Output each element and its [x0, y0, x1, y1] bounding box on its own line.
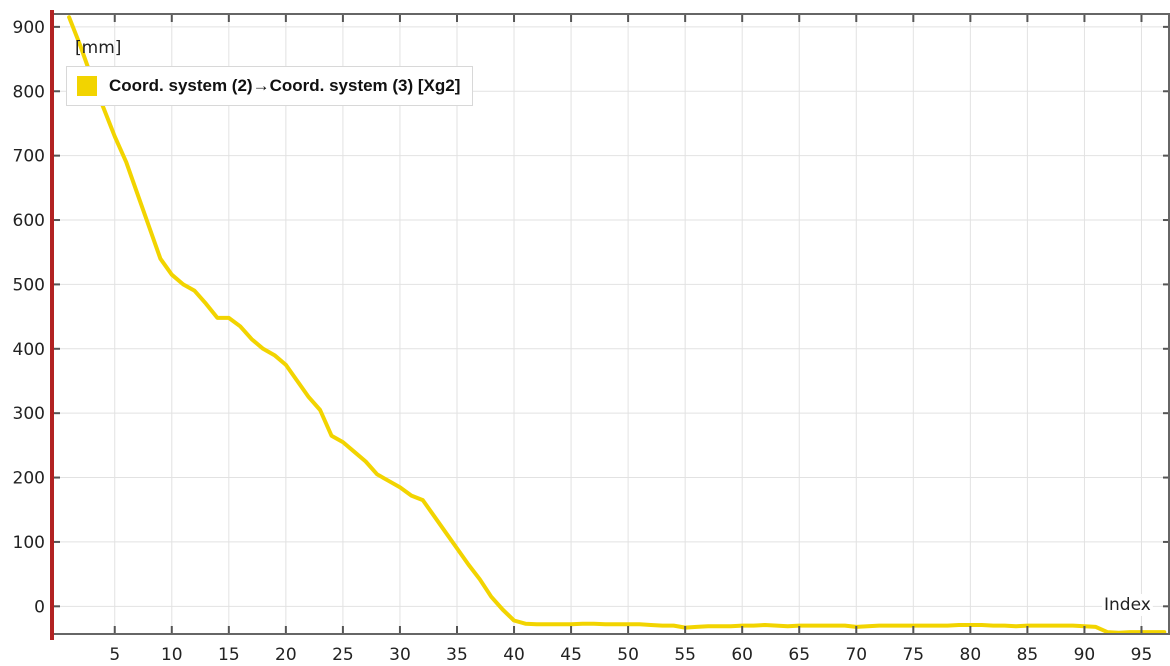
x-tick-label: 55	[674, 645, 696, 665]
x-tick-label: 35	[446, 645, 468, 665]
x-tick-label: 50	[617, 645, 639, 665]
x-tick-label: 30	[389, 645, 411, 665]
x-tick-label: 15	[218, 645, 240, 665]
legend-swatch	[77, 76, 97, 96]
y-tick-label: 700	[13, 147, 45, 167]
x-tick-label: 10	[161, 645, 183, 665]
y-tick-label: 400	[13, 340, 45, 360]
y-tick-label: 500	[13, 275, 45, 295]
series-layer	[67, 15, 1167, 635]
x-tick-label: 60	[731, 645, 753, 665]
x-tick-label: 95	[1131, 645, 1153, 665]
y-tick-label: 600	[13, 211, 45, 231]
y-tick-label: 300	[13, 404, 45, 424]
x-tick-label: 20	[275, 645, 297, 665]
y-axis-label: [mm]	[75, 38, 121, 58]
legend-label: Coord. system (2)→Coord. system (3) [Xg2…	[109, 76, 461, 95]
x-tick-label: 70	[845, 645, 867, 665]
x-tick-label: 85	[1017, 645, 1039, 665]
y-tick-label: 200	[13, 469, 45, 489]
y-tick-label: 800	[13, 82, 45, 102]
series-line	[67, 15, 1167, 635]
x-tick-label: 80	[960, 645, 982, 665]
y-tick-label: 100	[13, 533, 45, 553]
y-tick-label: 900	[13, 18, 45, 38]
x-tick-label: 5	[109, 645, 120, 665]
grid-lines	[52, 14, 1170, 634]
x-axis-label-background	[1102, 594, 1153, 616]
x-tick-label: 90	[1074, 645, 1096, 665]
axes: 5 10 15 20 25 30 35 40 45 50 55 60 65 70 75 80 85 90 95 0 10…	[13, 10, 1170, 665]
x-axis-label: Index	[1104, 595, 1151, 615]
x-tick-label: 65	[788, 645, 810, 665]
y-tick-label: 0	[34, 597, 45, 617]
x-tick-label: 40	[503, 645, 525, 665]
x-tick-label: 25	[332, 645, 354, 665]
x-tick-label: 75	[902, 645, 924, 665]
x-tick-label: 45	[560, 645, 582, 665]
legend[interactable]: Coord. system (2)→Coord. system (3) [Xg2…	[66, 66, 474, 106]
